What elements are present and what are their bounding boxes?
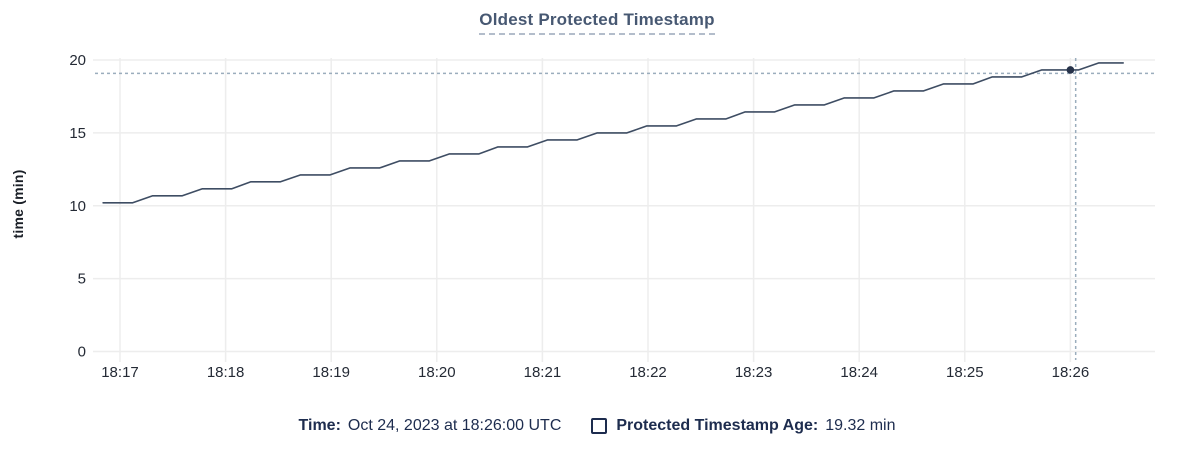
y-tick-label: 5 <box>78 271 86 288</box>
y-tick-label: 20 <box>69 52 86 69</box>
legend-series-group[interactable]: Protected Timestamp Age: 19.32 min <box>591 417 895 435</box>
legend-series-value: 19.32 min <box>825 417 896 434</box>
legend-time-value: Oct 24, 2023 at 18:26:00 UTC <box>347 417 562 434</box>
chart-header: Oldest Protected Timestamp <box>0 10 1194 35</box>
x-tick-label: 18:19 <box>312 364 350 381</box>
hover-data-point <box>1066 66 1075 74</box>
chart-title[interactable]: Oldest Protected Timestamp <box>479 10 715 35</box>
y-tick-label: 10 <box>69 198 86 215</box>
x-tick-label: 18:18 <box>207 364 245 381</box>
x-tick-label: 18:25 <box>946 364 984 381</box>
series-line <box>102 62 1124 204</box>
x-tick-label: 18:17 <box>101 364 139 381</box>
x-tick-label: 18:21 <box>524 364 562 381</box>
x-tick-label: 18:22 <box>629 364 667 381</box>
legend-time-group: Time: Oct 24, 2023 at 18:26:00 UTC <box>299 417 562 435</box>
x-tick-label: 18:20 <box>418 364 456 381</box>
chart-legend: Time: Oct 24, 2023 at 18:26:00 UTC Prote… <box>0 417 1194 435</box>
chart-canvas[interactable]: 0 5 10 15 20 18:17 18:18 18:19 18:20 18:21 18:22 18… <box>0 0 1194 400</box>
legend-series-label: Protected Timestamp Age: <box>616 417 819 434</box>
x-tick-label: 18:24 <box>840 364 878 381</box>
legend-time-label: Time: <box>298 417 341 434</box>
checkbox-unchecked-icon[interactable] <box>591 418 608 434</box>
y-tick-label: 0 <box>78 344 86 361</box>
y-tick-label: 15 <box>69 125 86 142</box>
x-tick-label: 18:26 <box>1052 364 1090 381</box>
x-tick-label: 18:23 <box>735 364 773 381</box>
